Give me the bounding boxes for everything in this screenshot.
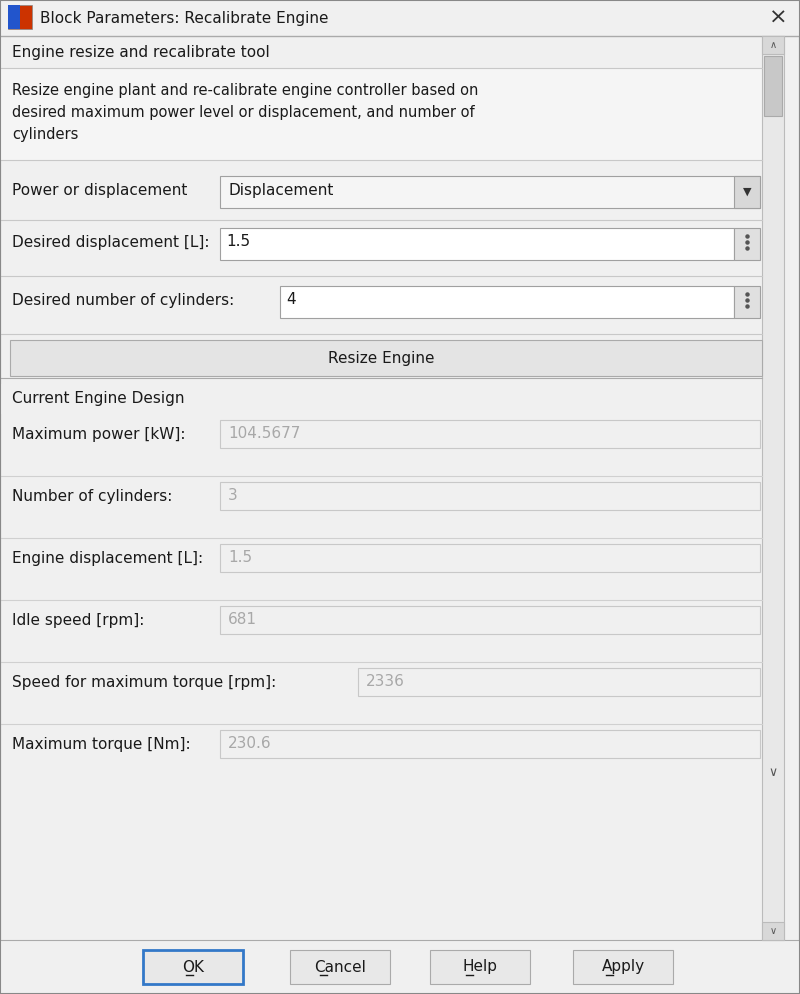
Text: Speed for maximum torque [rpm]:: Speed for maximum torque [rpm]: bbox=[12, 675, 276, 690]
Text: OK: OK bbox=[182, 959, 204, 974]
Bar bbox=[143, 950, 243, 984]
Text: Engine displacement [L]:: Engine displacement [L]: bbox=[12, 551, 203, 566]
Text: 2336: 2336 bbox=[366, 675, 405, 690]
Bar bbox=[0, 36, 762, 68]
Bar bbox=[734, 176, 760, 208]
Bar bbox=[762, 922, 784, 940]
Bar bbox=[358, 668, 760, 696]
Text: ∨: ∨ bbox=[769, 765, 778, 778]
Bar bbox=[0, 384, 762, 414]
Bar bbox=[0, 68, 762, 160]
Bar bbox=[220, 176, 760, 208]
Bar bbox=[430, 950, 530, 984]
Bar bbox=[762, 36, 784, 54]
Text: 1.5: 1.5 bbox=[228, 551, 252, 566]
Bar bbox=[8, 5, 20, 29]
Text: ×: × bbox=[769, 8, 787, 28]
Bar bbox=[734, 286, 760, 318]
Text: Maximum torque [Nm]:: Maximum torque [Nm]: bbox=[12, 737, 190, 751]
Text: 230.6: 230.6 bbox=[228, 737, 272, 751]
Text: 4: 4 bbox=[286, 292, 296, 307]
Bar bbox=[8, 5, 32, 29]
Text: desired maximum power level or displacement, and number of: desired maximum power level or displacem… bbox=[12, 104, 474, 119]
Bar bbox=[573, 950, 673, 984]
Text: 3: 3 bbox=[228, 488, 238, 504]
Text: cylinders: cylinders bbox=[12, 126, 78, 141]
Bar bbox=[0, 0, 800, 36]
Bar bbox=[290, 950, 390, 984]
Bar bbox=[220, 482, 760, 510]
Bar bbox=[220, 420, 760, 448]
Bar bbox=[764, 56, 782, 116]
Text: Desired displacement [L]:: Desired displacement [L]: bbox=[12, 235, 210, 249]
Text: 104.5677: 104.5677 bbox=[228, 426, 300, 441]
Text: Help: Help bbox=[462, 959, 498, 974]
Bar bbox=[734, 228, 760, 260]
Text: Engine resize and recalibrate tool: Engine resize and recalibrate tool bbox=[12, 45, 270, 60]
Text: 681: 681 bbox=[228, 612, 257, 627]
Text: 1.5: 1.5 bbox=[226, 235, 250, 249]
Text: Cancel: Cancel bbox=[314, 959, 366, 974]
Text: ∧: ∧ bbox=[770, 40, 777, 50]
Text: Resize Engine: Resize Engine bbox=[328, 351, 434, 366]
Text: Maximum power [kW]:: Maximum power [kW]: bbox=[12, 426, 186, 441]
Text: ▼: ▼ bbox=[742, 187, 751, 197]
Text: Apply: Apply bbox=[602, 959, 645, 974]
Bar bbox=[280, 286, 734, 318]
Bar bbox=[10, 340, 762, 376]
Text: Desired number of cylinders:: Desired number of cylinders: bbox=[12, 292, 234, 307]
Bar bbox=[762, 36, 784, 940]
Text: ∨: ∨ bbox=[770, 926, 777, 936]
Bar bbox=[220, 544, 760, 572]
Text: Block Parameters: Recalibrate Engine: Block Parameters: Recalibrate Engine bbox=[40, 11, 329, 26]
Text: Displacement: Displacement bbox=[228, 183, 334, 198]
Text: Number of cylinders:: Number of cylinders: bbox=[12, 488, 172, 504]
Text: Resize engine plant and re-calibrate engine controller based on: Resize engine plant and re-calibrate eng… bbox=[12, 83, 478, 97]
Bar bbox=[220, 228, 734, 260]
Bar bbox=[220, 730, 760, 758]
Text: Current Engine Design: Current Engine Design bbox=[12, 392, 185, 407]
Text: Power or displacement: Power or displacement bbox=[12, 183, 187, 198]
Text: Idle speed [rpm]:: Idle speed [rpm]: bbox=[12, 612, 144, 627]
Bar bbox=[0, 940, 800, 994]
Bar bbox=[220, 606, 760, 634]
